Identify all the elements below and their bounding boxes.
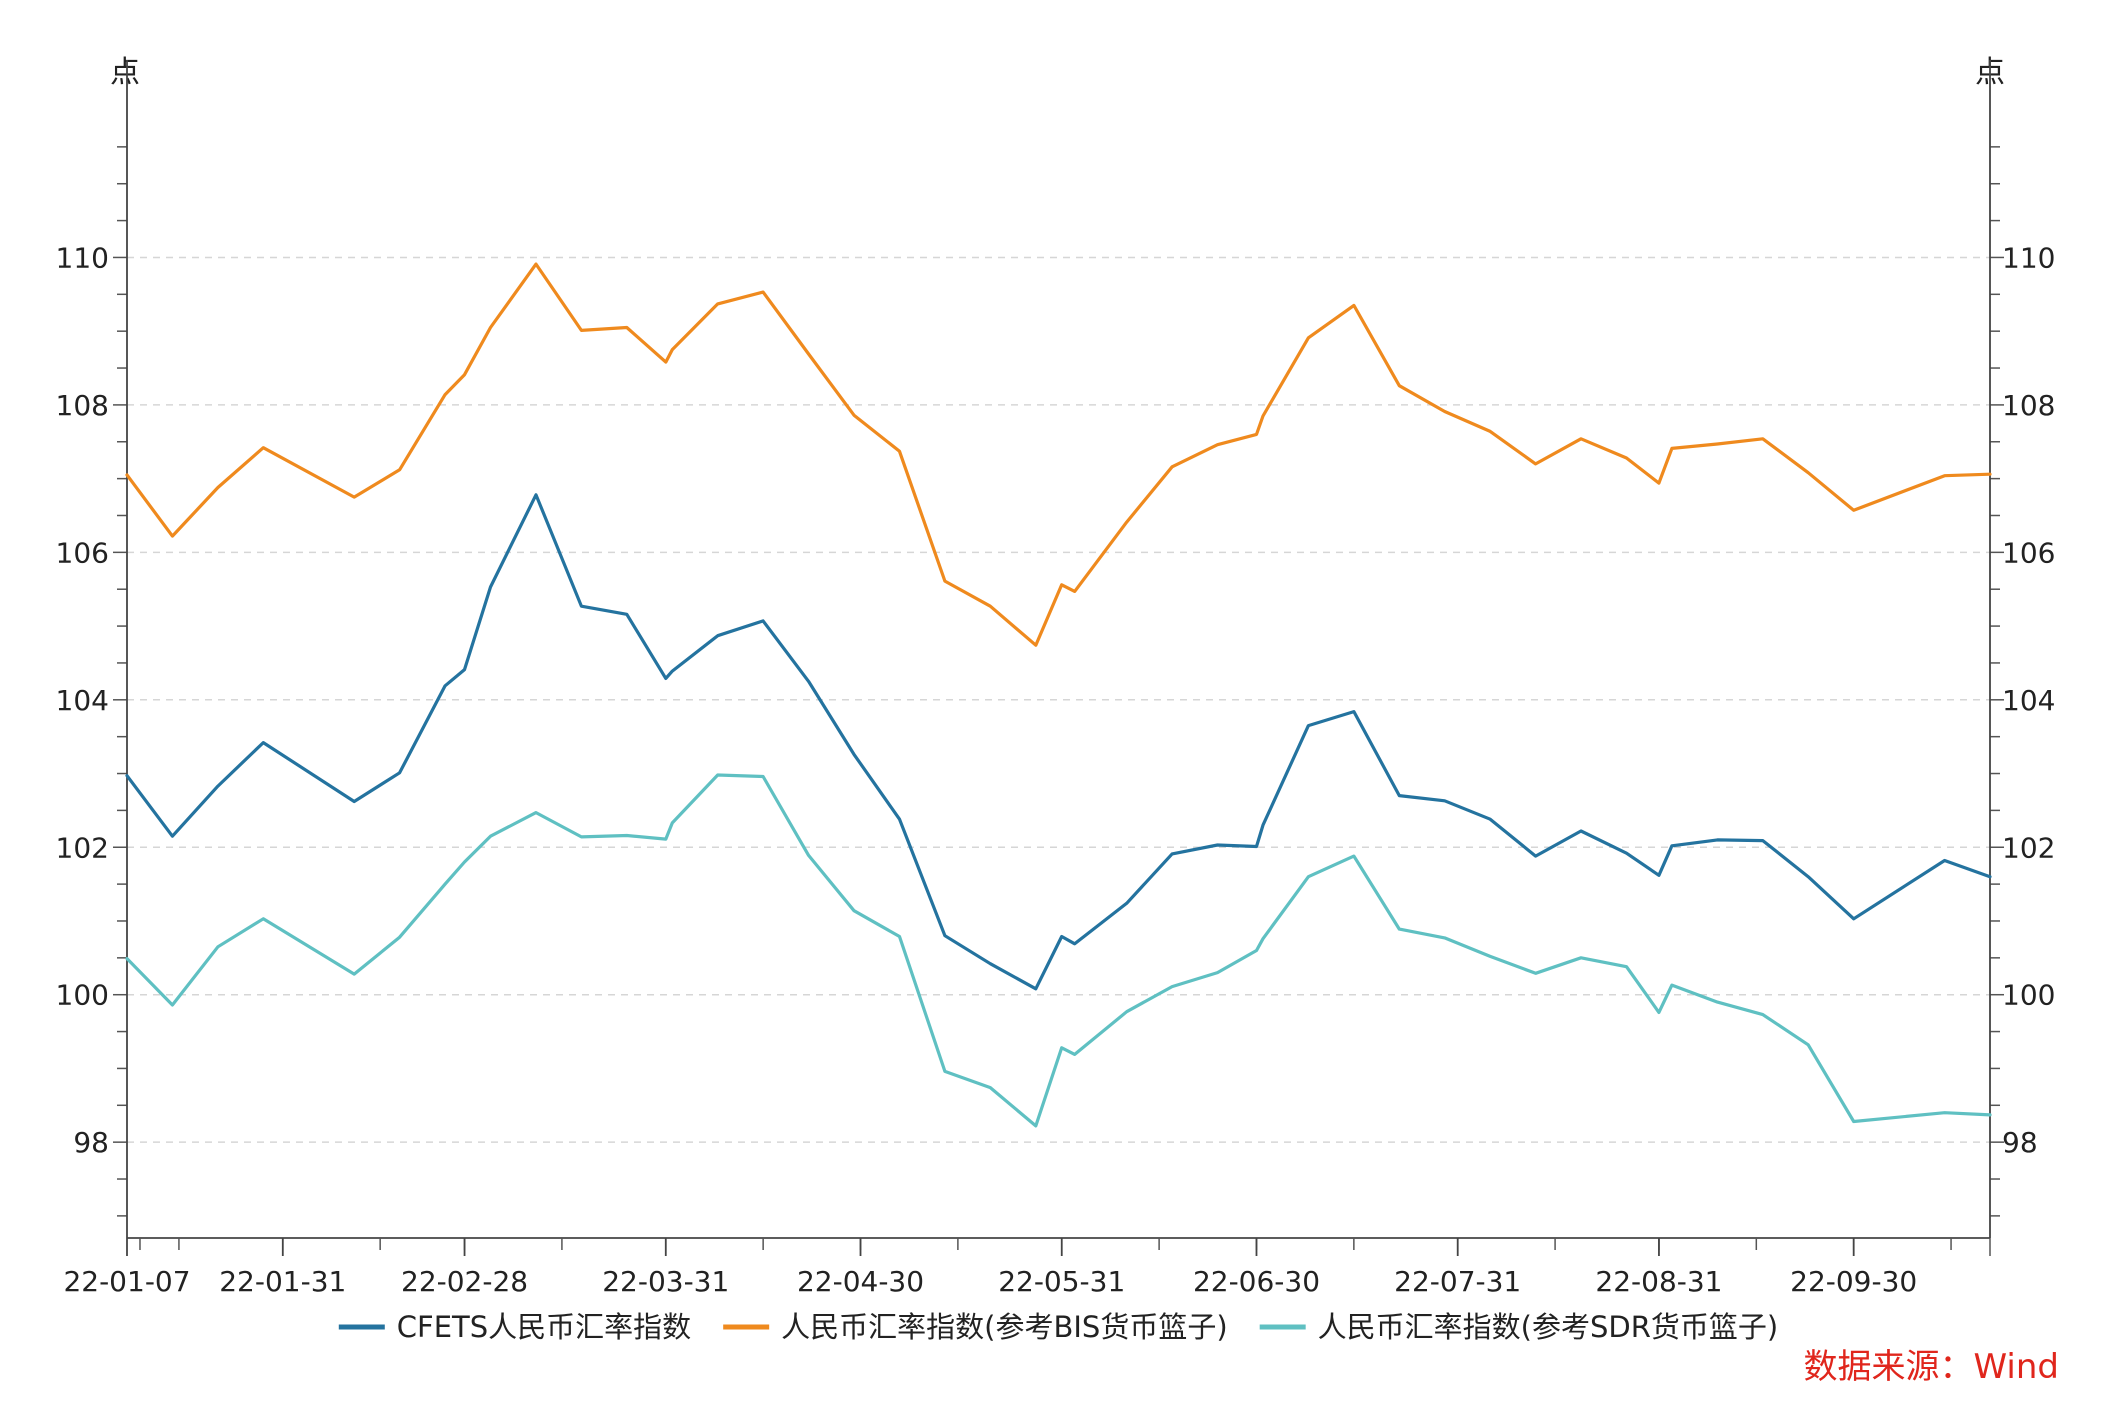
x-tick-label: 22-01-31 xyxy=(219,1265,346,1298)
y-tick-label-left: 102 xyxy=(56,831,109,864)
grid-lines xyxy=(127,256,1990,1143)
x-tick-label: 22-02-28 xyxy=(401,1265,528,1298)
series-line-3 xyxy=(125,773,1992,1128)
y-tick-label-right: 100 xyxy=(2002,979,2055,1012)
legend-item-2: 人民币汇率指数(参考BIS货币篮子) xyxy=(723,1310,1228,1344)
legend-label: 人民币汇率指数(参考BIS货币篮子) xyxy=(781,1310,1228,1344)
y-tick-label-left: 104 xyxy=(56,684,109,717)
series-lines xyxy=(125,262,1992,1128)
x-tick-label: 22-01-07 xyxy=(63,1265,190,1298)
x-tick-label: 22-08-31 xyxy=(1595,1265,1722,1298)
y-tick-label-right: 106 xyxy=(2002,536,2055,569)
x-tick-label: 22-03-31 xyxy=(602,1265,729,1298)
x-tick-label: 22-04-30 xyxy=(797,1265,924,1298)
y-tick-label-right: 102 xyxy=(2002,831,2055,864)
legend-label: 人民币汇率指数(参考SDR货币篮子) xyxy=(1318,1310,1779,1344)
y-tick-label-left: 106 xyxy=(56,536,109,569)
data-source-note: 数据来源：Wind xyxy=(1803,1347,2059,1387)
legend-item-3: 人民币汇率指数(参考SDR货币篮子) xyxy=(1259,1310,1779,1344)
y-tick-label-left: 100 xyxy=(56,979,109,1012)
y-tick-label-left: 110 xyxy=(56,241,109,274)
y-tick-label-right: 104 xyxy=(2002,684,2055,717)
y-tick-label-right: 98 xyxy=(2002,1126,2038,1159)
series-line-2 xyxy=(125,262,1992,647)
x-tick-label: 22-09-30 xyxy=(1790,1265,1917,1298)
x-tick-label: 22-05-31 xyxy=(998,1265,1125,1298)
legend: CFETS人民币汇率指数 人民币汇率指数(参考BIS货币篮子) 人民币汇率指数(参考… xyxy=(338,1310,1779,1344)
x-tick-label: 22-06-30 xyxy=(1193,1265,1320,1298)
legend-item-1: CFETS人民币汇率指数 xyxy=(338,1310,691,1344)
y-tick-label-left: 108 xyxy=(56,389,109,422)
y-tick-label-right: 110 xyxy=(2002,241,2055,274)
y-tick-label-right: 108 xyxy=(2002,389,2055,422)
x-tick-label: 22-07-31 xyxy=(1394,1265,1521,1298)
y-tick-label-left: 98 xyxy=(73,1126,109,1159)
left-axis-unit: 点 xyxy=(110,55,140,90)
series-line-1 xyxy=(125,493,1992,991)
legend-label: CFETS人民币汇率指数 xyxy=(397,1310,691,1344)
